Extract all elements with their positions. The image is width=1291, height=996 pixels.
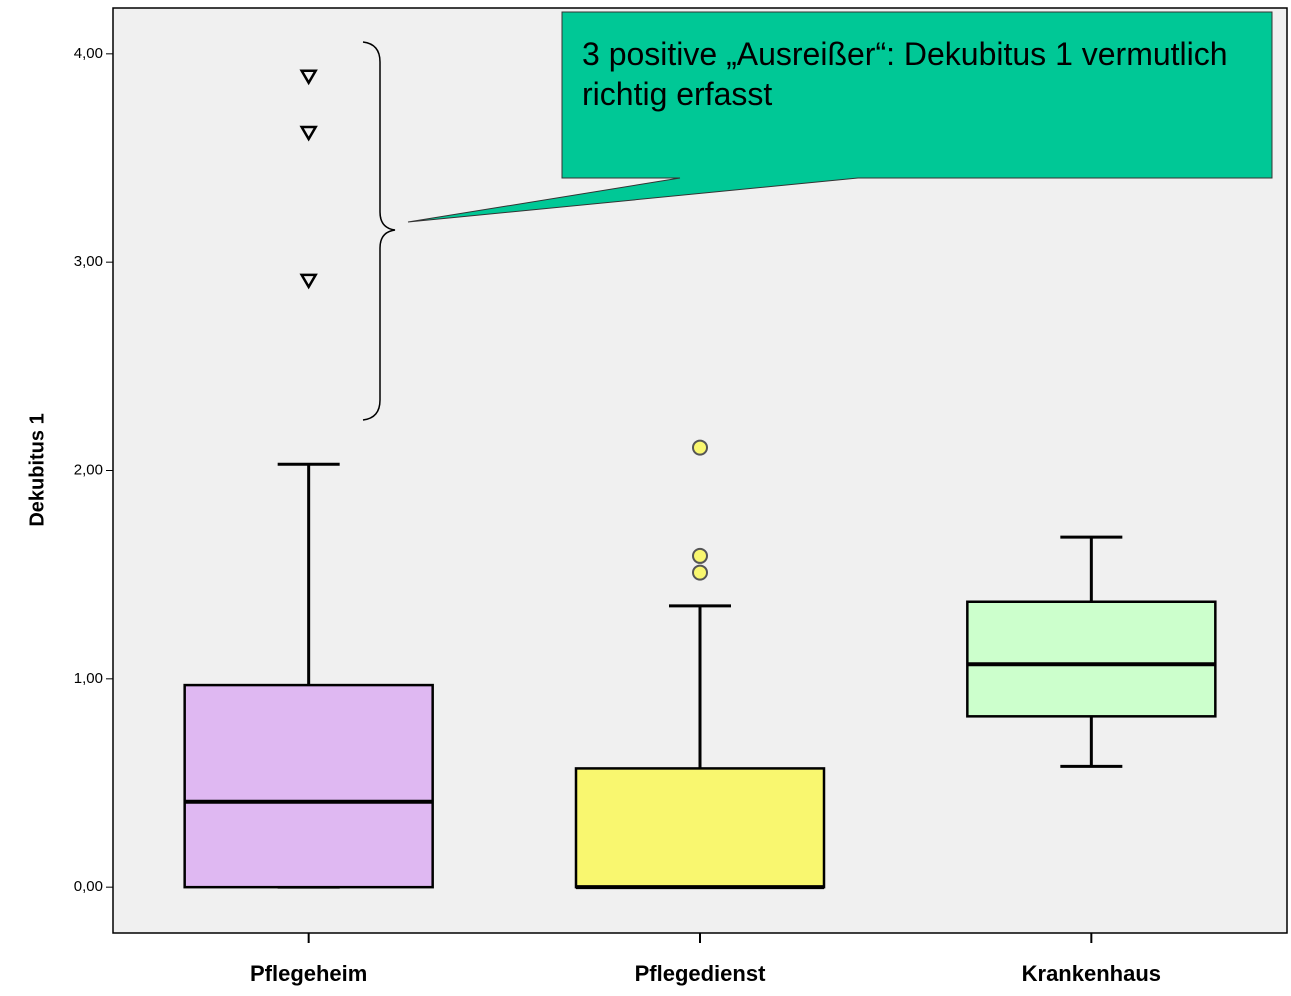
y-tick-label: 1,00 (74, 670, 103, 687)
outlier (692, 439, 708, 456)
marks: 0,00 1,00 2,00 3,00 4,00 Pflegeheim Pflegedien… (74, 45, 1217, 986)
box (966, 600, 1217, 718)
y-axis-label: Dekubitus 1 (26, 413, 48, 526)
x-tick-label: Pflegeheim (250, 961, 367, 986)
outlier (299, 273, 318, 290)
annotation: 3 positive „Ausreißer“: Dekubitus 1 verm… (582, 36, 1228, 112)
box (183, 683, 434, 889)
brace (362, 41, 396, 421)
box (574, 767, 826, 889)
y-tick-label: 4,00 (74, 45, 103, 62)
y-tick-label: 2,00 (74, 461, 103, 478)
y-tick-label: 3,00 (74, 253, 103, 270)
outlier (299, 125, 318, 142)
outlier (299, 69, 318, 86)
callout (407, 11, 1273, 223)
y-tick-label: 0,00 (74, 878, 103, 895)
x-tick-label: Krankenhaus (1022, 961, 1161, 986)
outlier (692, 547, 708, 564)
x-tick-label: Pflegedienst (635, 961, 766, 986)
outlier (692, 564, 708, 581)
